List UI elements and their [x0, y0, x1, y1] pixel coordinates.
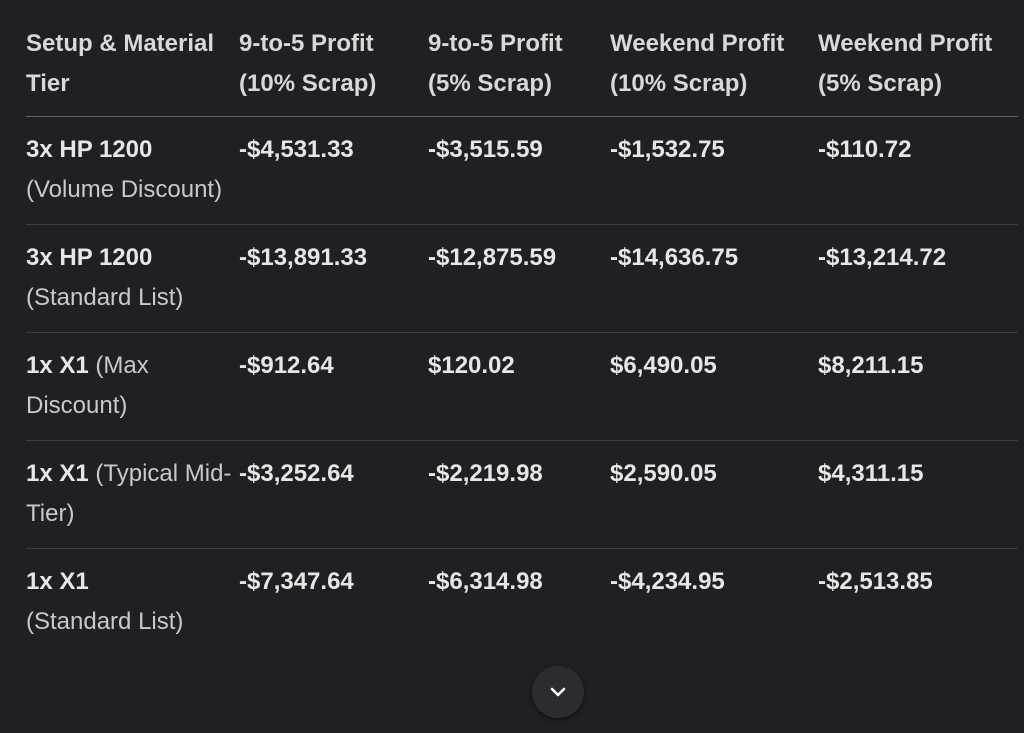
setup-tier: (Max Discount) [26, 352, 149, 419]
setup-tier: (Standard List) [26, 608, 184, 635]
value-cell: -$110.72 [818, 136, 912, 163]
value-cell: -$4,531.33 [239, 136, 354, 163]
value-cell: $8,211.15 [818, 352, 924, 379]
profit-table-container: Setup & Material Tier 9-to-5 Profit (10%… [26, 24, 1018, 656]
value-cell: -$3,252.64 [239, 460, 354, 487]
setup-name: 1x X1 [26, 352, 89, 379]
setup-cell: 3x HP 1200 (Volume Discount) [26, 117, 239, 225]
setup-tier: (Standard List) [26, 284, 184, 311]
table-row: 3x HP 1200 (Standard List) -$13,891.33 -$… [26, 225, 1018, 333]
value-cell: -$12,875.59 [428, 244, 557, 271]
value-cell: -$4,234.95 [610, 568, 725, 595]
profit-table: Setup & Material Tier 9-to-5 Profit (10%… [26, 24, 1018, 656]
setup-cell: 3x HP 1200 (Standard List) [26, 225, 239, 333]
table-row: 1x X1 (Max Discount) -$912.64 $120.02 $6… [26, 333, 1018, 441]
value-cell: $6,490.05 [610, 352, 717, 379]
scroll-down-button[interactable] [532, 666, 584, 718]
column-header-weekend-5-scrap: Weekend Profit (5% Scrap) [818, 30, 993, 97]
setup-cell: 1x X1 (Typical Mid-Tier) [26, 441, 239, 549]
chevron-down-icon [550, 687, 566, 697]
value-cell: -$13,891.33 [239, 244, 368, 271]
value-cell: -$912.64 [239, 352, 334, 379]
value-cell: $4,311.15 [818, 460, 924, 487]
value-cell: $120.02 [428, 352, 515, 379]
value-cell: -$2,219.98 [428, 460, 543, 487]
column-header-9to5-10-scrap: 9-to-5 Profit (10% Scrap) [239, 30, 377, 97]
column-header-setup: Setup & Material Tier [26, 30, 215, 97]
setup-tier: (Volume Discount) [26, 176, 223, 203]
setup-name: 1x X1 [26, 568, 89, 595]
column-header-weekend-10-scrap: Weekend Profit (10% Scrap) [610, 30, 785, 97]
column-header-9to5-5-scrap: 9-to-5 Profit (5% Scrap) [428, 30, 563, 97]
value-cell: -$2,513.85 [818, 568, 933, 595]
value-cell: -$6,314.98 [428, 568, 543, 595]
value-cell: -$7,347.64 [239, 568, 354, 595]
table-header-row: Setup & Material Tier 9-to-5 Profit (10%… [26, 24, 1018, 117]
setup-tier: (Typical Mid-Tier) [26, 460, 232, 527]
value-cell: -$1,532.75 [610, 136, 725, 163]
value-cell: -$14,636.75 [610, 244, 739, 271]
table-row: 1x X1 (Typical Mid-Tier) -$3,252.64 -$2,… [26, 441, 1018, 549]
table-row: 1x X1 (Standard List) -$7,347.64 -$6,314.… [26, 549, 1018, 657]
setup-name: 3x HP 1200 [26, 244, 153, 271]
setup-name: 1x X1 [26, 460, 89, 487]
setup-cell: 1x X1 (Max Discount) [26, 333, 239, 441]
setup-name: 3x HP 1200 [26, 136, 153, 163]
value-cell: $2,590.05 [610, 460, 717, 487]
table-row: 3x HP 1200 (Volume Discount) -$4,531.33 -… [26, 117, 1018, 225]
value-cell: -$3,515.59 [428, 136, 543, 163]
setup-cell: 1x X1 (Standard List) [26, 549, 239, 657]
value-cell: -$13,214.72 [818, 244, 947, 271]
